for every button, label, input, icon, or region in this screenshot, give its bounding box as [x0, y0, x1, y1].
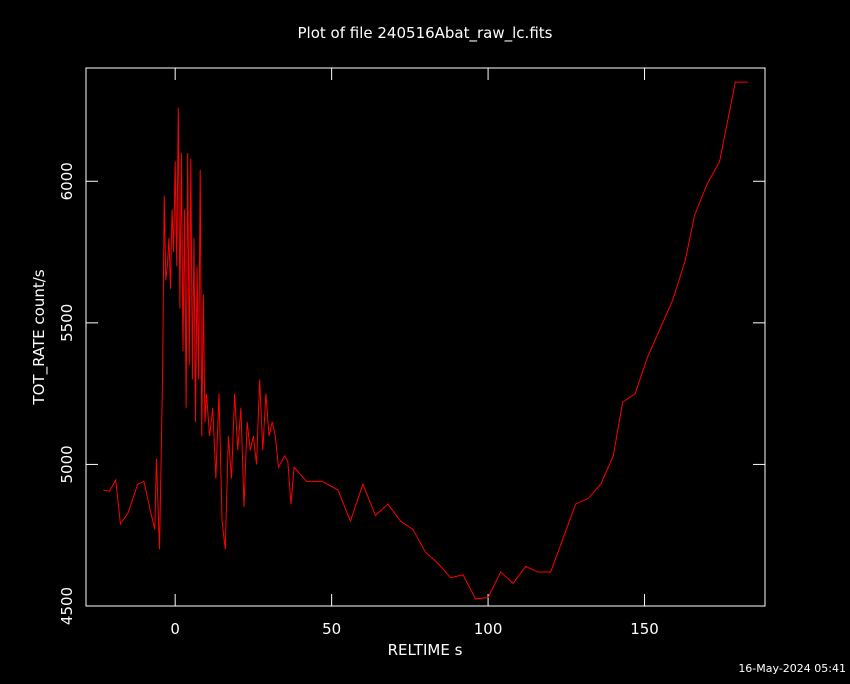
y-tick-label: 5500	[58, 304, 76, 342]
x-tick-label: 150	[630, 620, 659, 638]
plot-frame	[85, 67, 766, 607]
x-tick-label: 50	[322, 620, 341, 638]
y-tick-label: 6000	[58, 162, 76, 200]
y-axis-label: TOT_RATE count/s	[30, 269, 49, 405]
x-axis-label: RELTIME s	[388, 641, 463, 659]
x-tick-label: 100	[474, 620, 503, 638]
y-tick-label: 4500	[58, 587, 76, 625]
timestamp: 16-May-2024 05:41	[738, 662, 846, 675]
x-tick-label: 0	[170, 620, 180, 638]
y-tick-label: 5000	[58, 445, 76, 483]
chart-title: Plot of file 240516Abat_raw_lc.fits	[298, 24, 553, 43]
data-line	[103, 81, 748, 600]
